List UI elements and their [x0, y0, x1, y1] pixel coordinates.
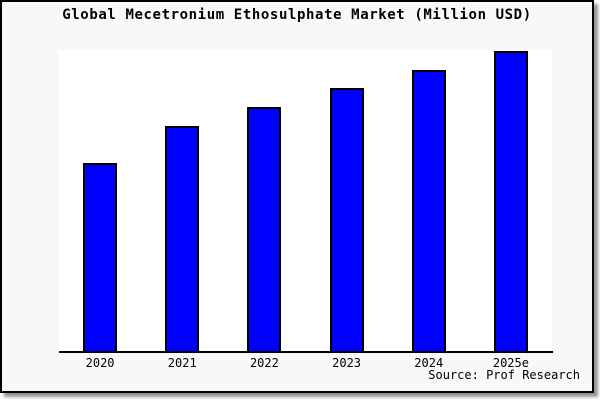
- bar-2024: [411, 69, 446, 351]
- x-tick-label-2024: 2024: [414, 356, 444, 370]
- chart-figure: Global Mecetronium Ethosulphate Market (…: [0, 0, 594, 393]
- bar-2022: [247, 107, 282, 351]
- bar-2023: [329, 88, 364, 351]
- chart-title: Global Mecetronium Ethosulphate Market (…: [62, 7, 532, 23]
- bar-2020: [83, 163, 118, 351]
- bar-2021: [165, 125, 200, 351]
- x-tick-label-2025e: 2025e: [492, 356, 529, 370]
- x-axis-line: [59, 351, 553, 353]
- x-axis-labels: 2020 2021 2022 2023 2024 2025e: [59, 356, 552, 372]
- x-tick-label-2020: 2020: [85, 356, 115, 370]
- bar-2025e: [493, 50, 528, 351]
- x-tick-label-2023: 2023: [332, 356, 362, 370]
- x-tick-label-2022: 2022: [249, 356, 279, 370]
- plot-area: [59, 50, 552, 351]
- source-credit: Source: Prof Research: [428, 368, 580, 382]
- x-tick-label-2021: 2021: [167, 356, 197, 370]
